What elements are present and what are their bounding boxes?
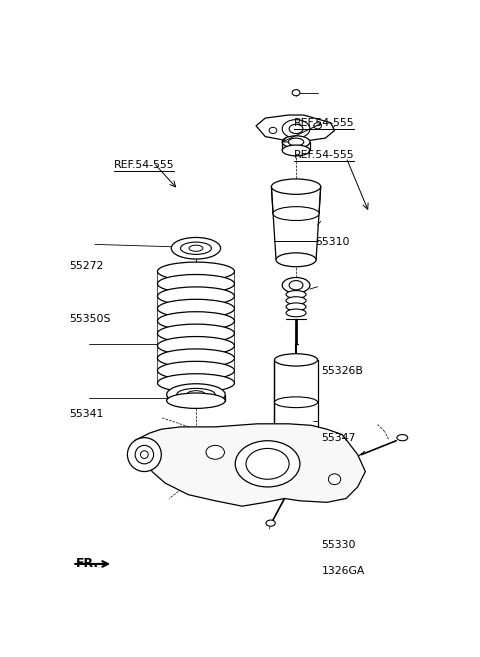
Ellipse shape: [157, 324, 234, 342]
Ellipse shape: [275, 353, 318, 366]
Ellipse shape: [135, 445, 154, 464]
Ellipse shape: [189, 245, 203, 252]
Ellipse shape: [291, 465, 300, 474]
Ellipse shape: [266, 520, 275, 526]
Ellipse shape: [282, 136, 310, 148]
Ellipse shape: [167, 393, 225, 409]
Text: REF.54-555: REF.54-555: [294, 150, 354, 160]
Ellipse shape: [286, 297, 306, 304]
Ellipse shape: [289, 124, 303, 133]
Ellipse shape: [141, 451, 148, 459]
Ellipse shape: [157, 287, 234, 306]
Ellipse shape: [275, 397, 318, 407]
Ellipse shape: [286, 290, 306, 298]
Polygon shape: [256, 115, 335, 141]
Ellipse shape: [127, 438, 161, 472]
Ellipse shape: [177, 388, 215, 401]
Ellipse shape: [157, 275, 234, 293]
Text: 55310: 55310: [315, 237, 350, 247]
Ellipse shape: [328, 474, 341, 485]
Ellipse shape: [157, 361, 234, 380]
Text: FR.: FR.: [76, 557, 99, 570]
Ellipse shape: [206, 445, 225, 459]
Ellipse shape: [285, 459, 307, 481]
Ellipse shape: [282, 277, 310, 293]
Ellipse shape: [269, 127, 277, 133]
Ellipse shape: [157, 311, 234, 330]
Polygon shape: [134, 424, 365, 506]
Ellipse shape: [271, 179, 321, 194]
Text: REF.54-555: REF.54-555: [114, 160, 174, 170]
Ellipse shape: [246, 449, 289, 479]
Text: 55341: 55341: [69, 409, 103, 419]
Text: 1326GA: 1326GA: [322, 566, 365, 576]
Ellipse shape: [282, 145, 310, 156]
Text: 55326B: 55326B: [322, 366, 363, 376]
Ellipse shape: [292, 89, 300, 96]
Ellipse shape: [286, 303, 306, 311]
Ellipse shape: [314, 123, 322, 129]
Ellipse shape: [282, 120, 310, 138]
Ellipse shape: [273, 207, 319, 221]
Text: 55272: 55272: [69, 261, 103, 271]
Ellipse shape: [171, 237, 221, 259]
Ellipse shape: [167, 384, 225, 405]
Ellipse shape: [289, 281, 303, 290]
Ellipse shape: [157, 336, 234, 355]
Text: 55330: 55330: [322, 539, 356, 550]
Ellipse shape: [187, 391, 205, 398]
Ellipse shape: [276, 253, 316, 267]
Ellipse shape: [288, 138, 304, 146]
Ellipse shape: [180, 242, 211, 254]
Ellipse shape: [157, 300, 234, 318]
Ellipse shape: [157, 262, 234, 281]
Text: 55347: 55347: [322, 434, 356, 443]
Ellipse shape: [157, 374, 234, 392]
Ellipse shape: [397, 434, 408, 441]
Ellipse shape: [275, 450, 318, 463]
Ellipse shape: [286, 309, 306, 317]
Ellipse shape: [235, 441, 300, 487]
Text: REF.54-555: REF.54-555: [294, 118, 354, 127]
Text: 55350S: 55350S: [69, 314, 110, 324]
Ellipse shape: [157, 349, 234, 367]
